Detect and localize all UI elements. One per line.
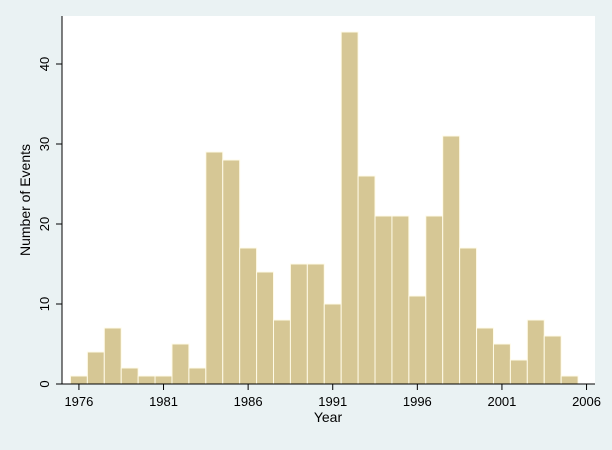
bar-1994	[374, 215, 393, 385]
bar-2002	[509, 359, 528, 385]
bar-1998	[442, 135, 461, 385]
bar-1980	[137, 375, 156, 385]
bar-1987	[256, 271, 275, 385]
bar-1997	[425, 215, 444, 385]
bar-1983	[188, 367, 207, 385]
bar-1996	[408, 295, 427, 385]
bar-2003	[526, 319, 545, 385]
bar-1986	[239, 247, 258, 385]
x-tick-label-1981: 1981	[149, 394, 178, 409]
bar-2004	[543, 335, 562, 385]
bar-1977	[86, 351, 105, 385]
x-tick-label-1991: 1991	[318, 394, 347, 409]
bars-group	[69, 31, 579, 385]
y-tick-label-0: 0	[37, 380, 52, 387]
bar-1991	[323, 303, 342, 385]
bar-1999	[459, 247, 478, 385]
bar-1993	[357, 175, 376, 385]
bar-1979	[120, 367, 139, 385]
y-tick-label-20: 20	[37, 217, 52, 231]
y-axis-label: Number of Events	[17, 144, 33, 256]
bar-1995	[391, 215, 410, 385]
y-tick-label-30: 30	[37, 137, 52, 151]
bar-1988	[273, 319, 291, 385]
y-tick-label-10: 10	[37, 297, 52, 311]
x-tick-label-2006: 2006	[572, 394, 601, 409]
x-tick-label-1996: 1996	[403, 394, 432, 409]
bar-1984	[205, 151, 224, 385]
x-axis-label: Year	[314, 409, 343, 425]
bar-1990	[306, 263, 325, 385]
y-tick-label-40: 40	[37, 57, 52, 71]
bar-1985	[222, 159, 241, 385]
x-tick-label-2001: 2001	[487, 394, 516, 409]
y-ticks-group: 0 10 20 30 40	[37, 57, 62, 388]
bar-1976	[69, 375, 88, 385]
x-tick-label-1986: 1986	[234, 394, 263, 409]
bar-1989	[289, 263, 308, 385]
bar-2000	[476, 327, 494, 385]
bar-1982	[171, 343, 190, 385]
x-tick-label-1976: 1976	[64, 394, 93, 409]
bar-2001	[492, 343, 511, 385]
bar-1992	[340, 31, 359, 385]
x-ticks-group: 1976 1981 1986 1991 1996 2001 2006	[64, 384, 601, 409]
bar-2005	[560, 375, 579, 385]
bar-1981	[154, 375, 173, 385]
bar-1978	[103, 327, 122, 385]
